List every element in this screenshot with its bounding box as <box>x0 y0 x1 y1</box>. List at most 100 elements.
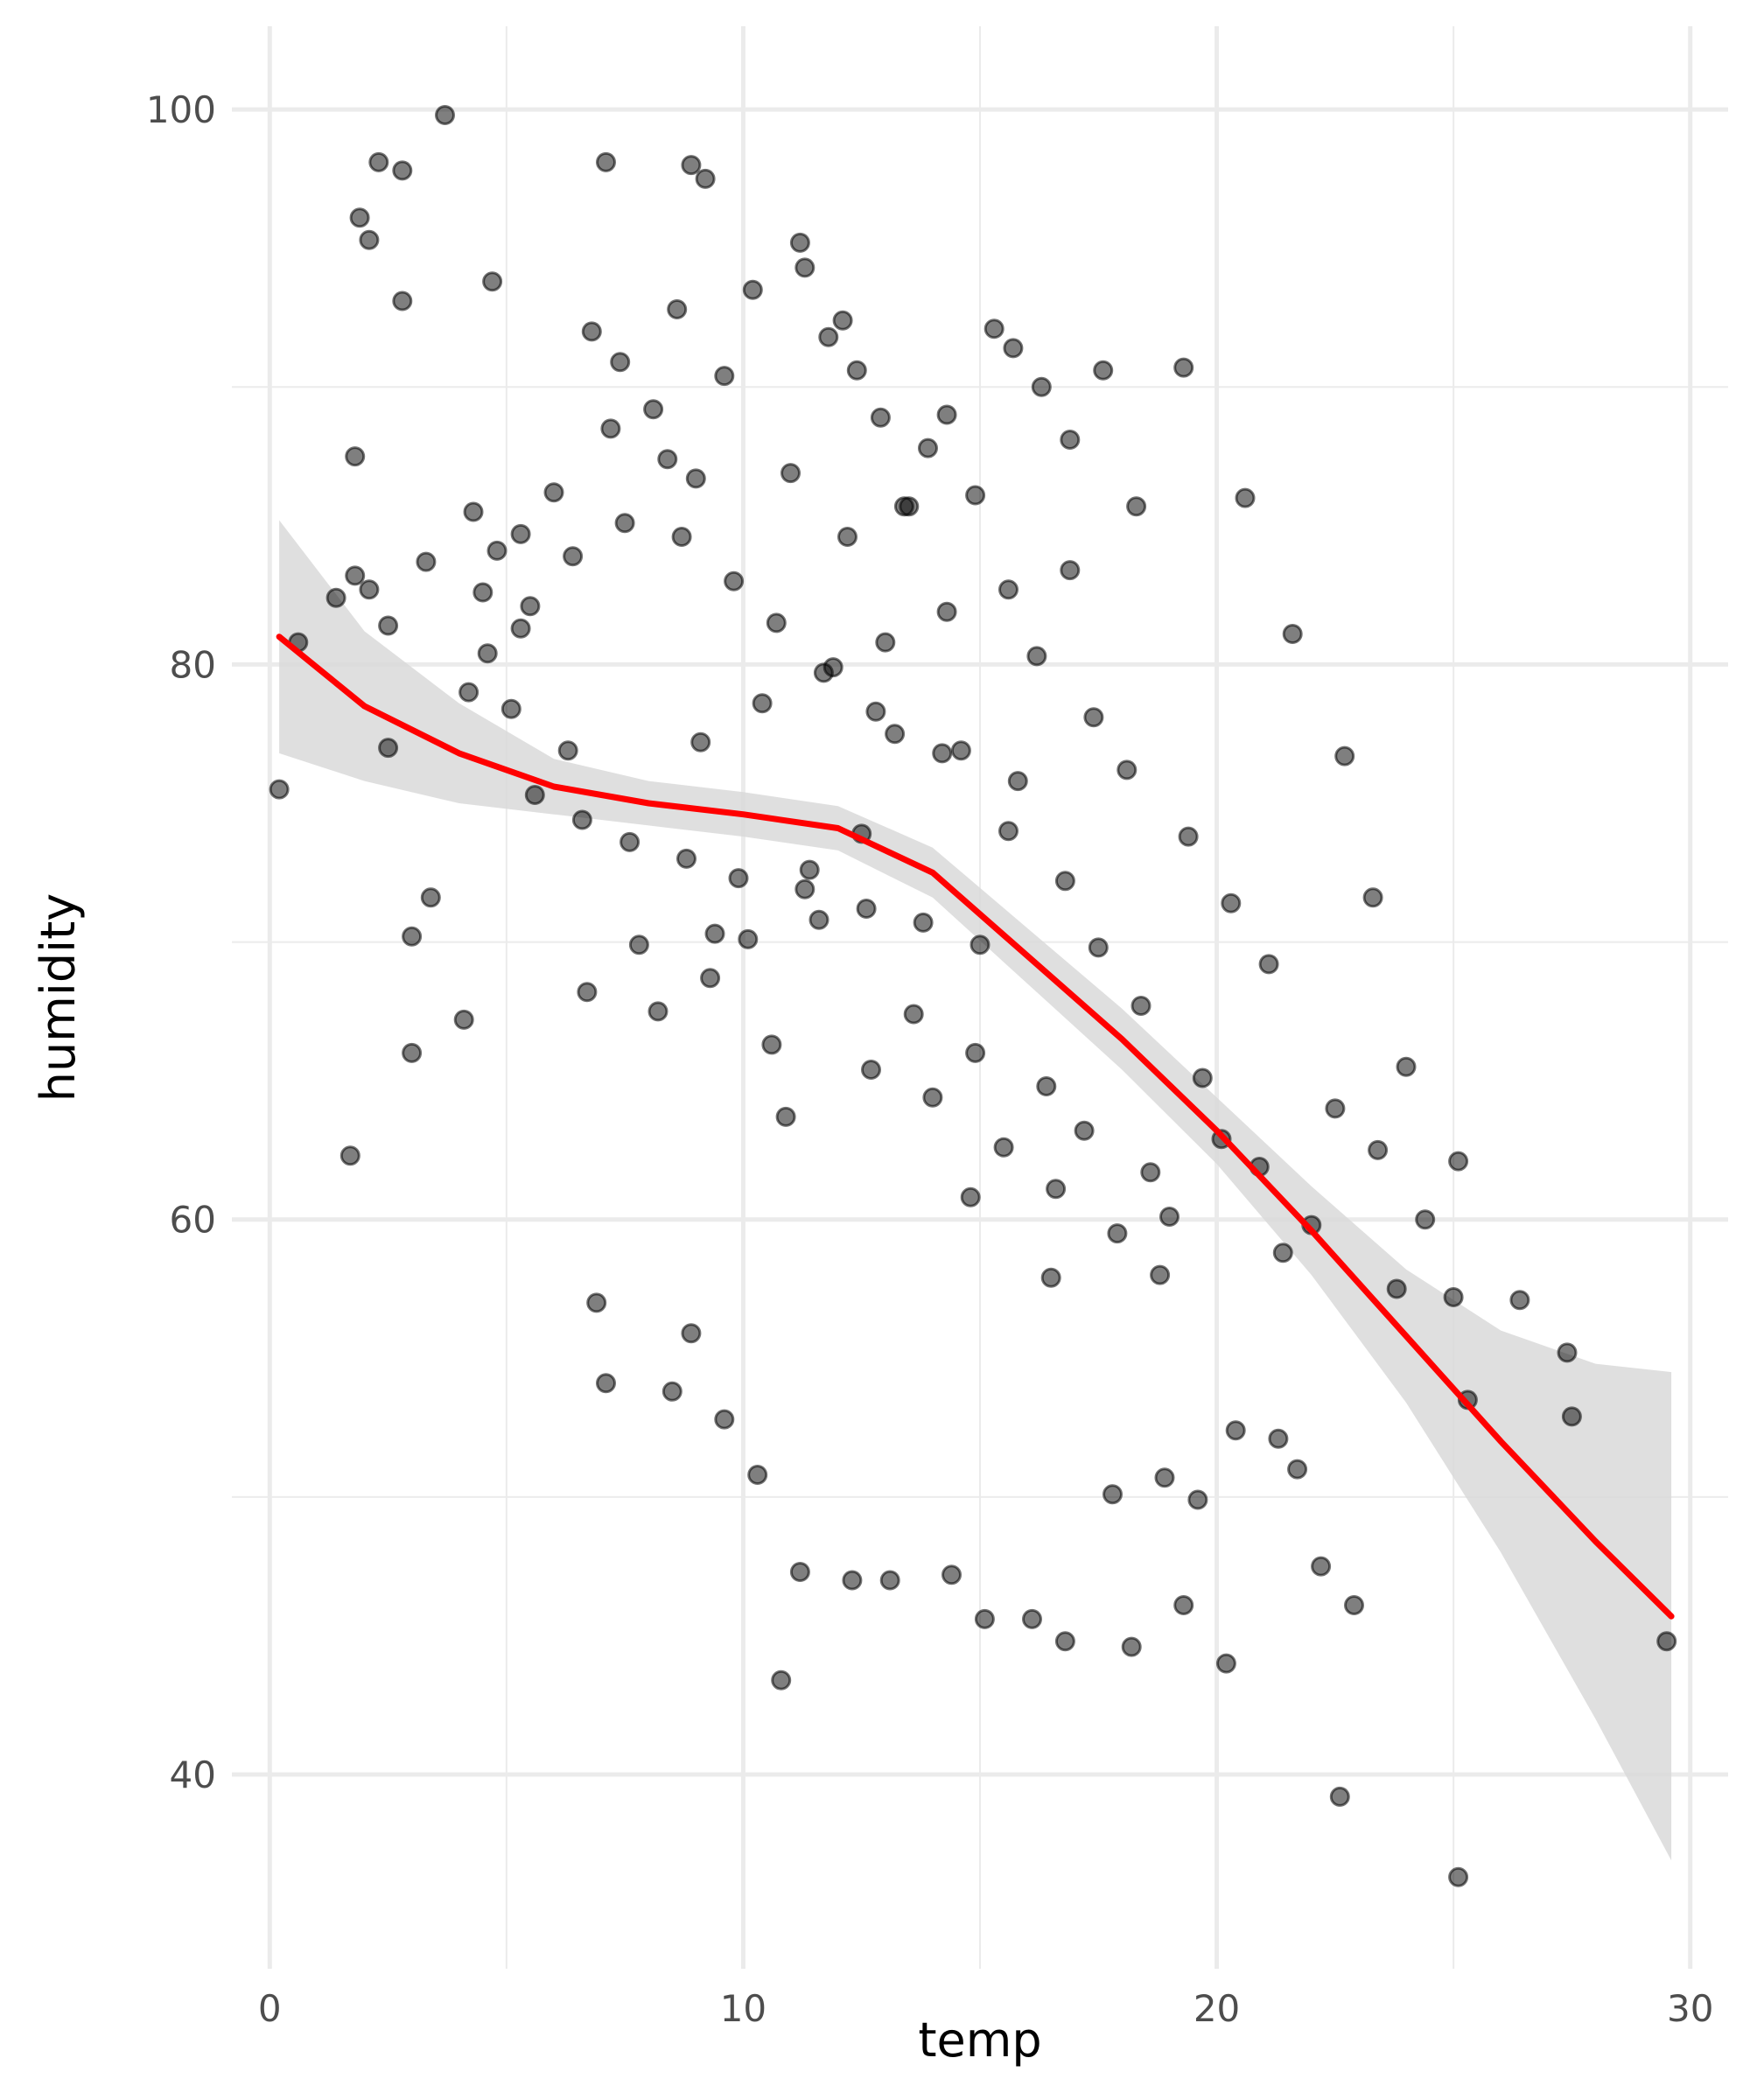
data-point <box>1178 826 1199 847</box>
y-tick-label: 100 <box>146 88 216 131</box>
data-point <box>974 1608 995 1629</box>
data-point <box>856 899 877 919</box>
data-point <box>780 463 801 484</box>
data-point <box>1088 937 1109 958</box>
data-point <box>766 612 787 634</box>
data-point <box>472 582 494 603</box>
data-point <box>1561 1406 1582 1427</box>
data-point <box>1102 1484 1123 1505</box>
data-point <box>482 271 503 292</box>
y-axis-title: humidity <box>31 893 86 1102</box>
data-point <box>1325 1098 1346 1119</box>
data-point <box>1362 887 1383 908</box>
data-point <box>837 527 858 547</box>
data-point <box>993 1137 1014 1158</box>
data-point <box>1150 1264 1171 1285</box>
data-point <box>1215 1653 1236 1674</box>
data-point <box>596 1373 616 1394</box>
data-point <box>1022 1608 1042 1629</box>
data-point <box>378 615 399 636</box>
data-point <box>1126 496 1147 517</box>
data-point <box>700 968 721 989</box>
data-point <box>1036 1076 1057 1096</box>
data-point <box>984 318 1004 340</box>
data-point <box>685 468 706 489</box>
data-point <box>1656 1631 1677 1652</box>
smooth-line <box>276 634 1675 1620</box>
data-point <box>747 1465 768 1485</box>
data-point <box>620 831 640 852</box>
data-point <box>865 701 886 722</box>
y-tick-label: 80 <box>170 643 216 686</box>
data-point <box>349 207 370 228</box>
data-point <box>842 1570 863 1591</box>
data-point <box>1272 1242 1293 1264</box>
data-point <box>520 596 541 617</box>
data-point <box>1060 430 1081 450</box>
data-point <box>402 926 423 947</box>
data-point <box>543 482 564 503</box>
data-point <box>1060 560 1081 581</box>
data-point <box>775 1106 796 1127</box>
data-point <box>1007 771 1028 792</box>
data-point <box>463 501 484 522</box>
data-point <box>752 693 773 714</box>
data-point <box>1557 1342 1578 1363</box>
data-point <box>1287 1459 1308 1480</box>
y-tick-label: 60 <box>170 1199 216 1242</box>
data-point <box>695 168 716 189</box>
data-point <box>875 632 896 653</box>
data-point <box>524 785 545 805</box>
data-point <box>965 485 986 506</box>
data-point <box>486 540 508 561</box>
data-point <box>510 523 531 544</box>
data-point <box>563 546 584 567</box>
data-point <box>789 1562 810 1582</box>
data-point <box>970 934 990 956</box>
data-point <box>761 1034 782 1055</box>
data-point <box>577 982 598 1003</box>
data-point <box>392 160 413 181</box>
data-point <box>832 310 853 331</box>
data-point <box>1107 1223 1128 1244</box>
data-point <box>557 740 578 761</box>
data-point <box>378 738 399 759</box>
data-point <box>813 662 834 683</box>
data-point <box>794 257 816 278</box>
data-point <box>879 1570 900 1591</box>
data-point <box>690 732 711 752</box>
data-point <box>1415 1209 1436 1230</box>
data-point <box>359 229 380 250</box>
data-point <box>392 290 413 312</box>
data-point <box>936 404 957 425</box>
data-point <box>936 601 957 622</box>
data-point <box>1386 1278 1407 1299</box>
data-point <box>1311 1556 1332 1577</box>
data-point <box>932 743 953 764</box>
data-point <box>435 105 455 125</box>
data-point <box>500 698 522 719</box>
data-point <box>738 928 759 949</box>
data-point <box>913 912 934 933</box>
data-point <box>1187 1489 1208 1510</box>
data-point <box>704 923 725 944</box>
data-point <box>681 1323 702 1344</box>
x-tick-label: 20 <box>1194 1987 1240 2030</box>
data-point <box>1282 624 1303 644</box>
data-point <box>340 1145 360 1166</box>
data-point <box>960 1186 981 1208</box>
data-point <box>950 740 971 761</box>
data-point <box>870 407 891 428</box>
data-point <box>345 565 366 586</box>
data-point <box>1368 1139 1389 1160</box>
data-point <box>1344 1595 1364 1615</box>
data-point <box>1031 376 1052 397</box>
data-point <box>789 232 810 253</box>
data-point <box>899 496 920 517</box>
data-point <box>1235 487 1256 508</box>
data-point <box>714 1409 735 1430</box>
data-point <box>359 579 380 600</box>
data-point <box>885 724 906 745</box>
data-point <box>965 1042 986 1063</box>
data-point <box>1443 1287 1464 1307</box>
